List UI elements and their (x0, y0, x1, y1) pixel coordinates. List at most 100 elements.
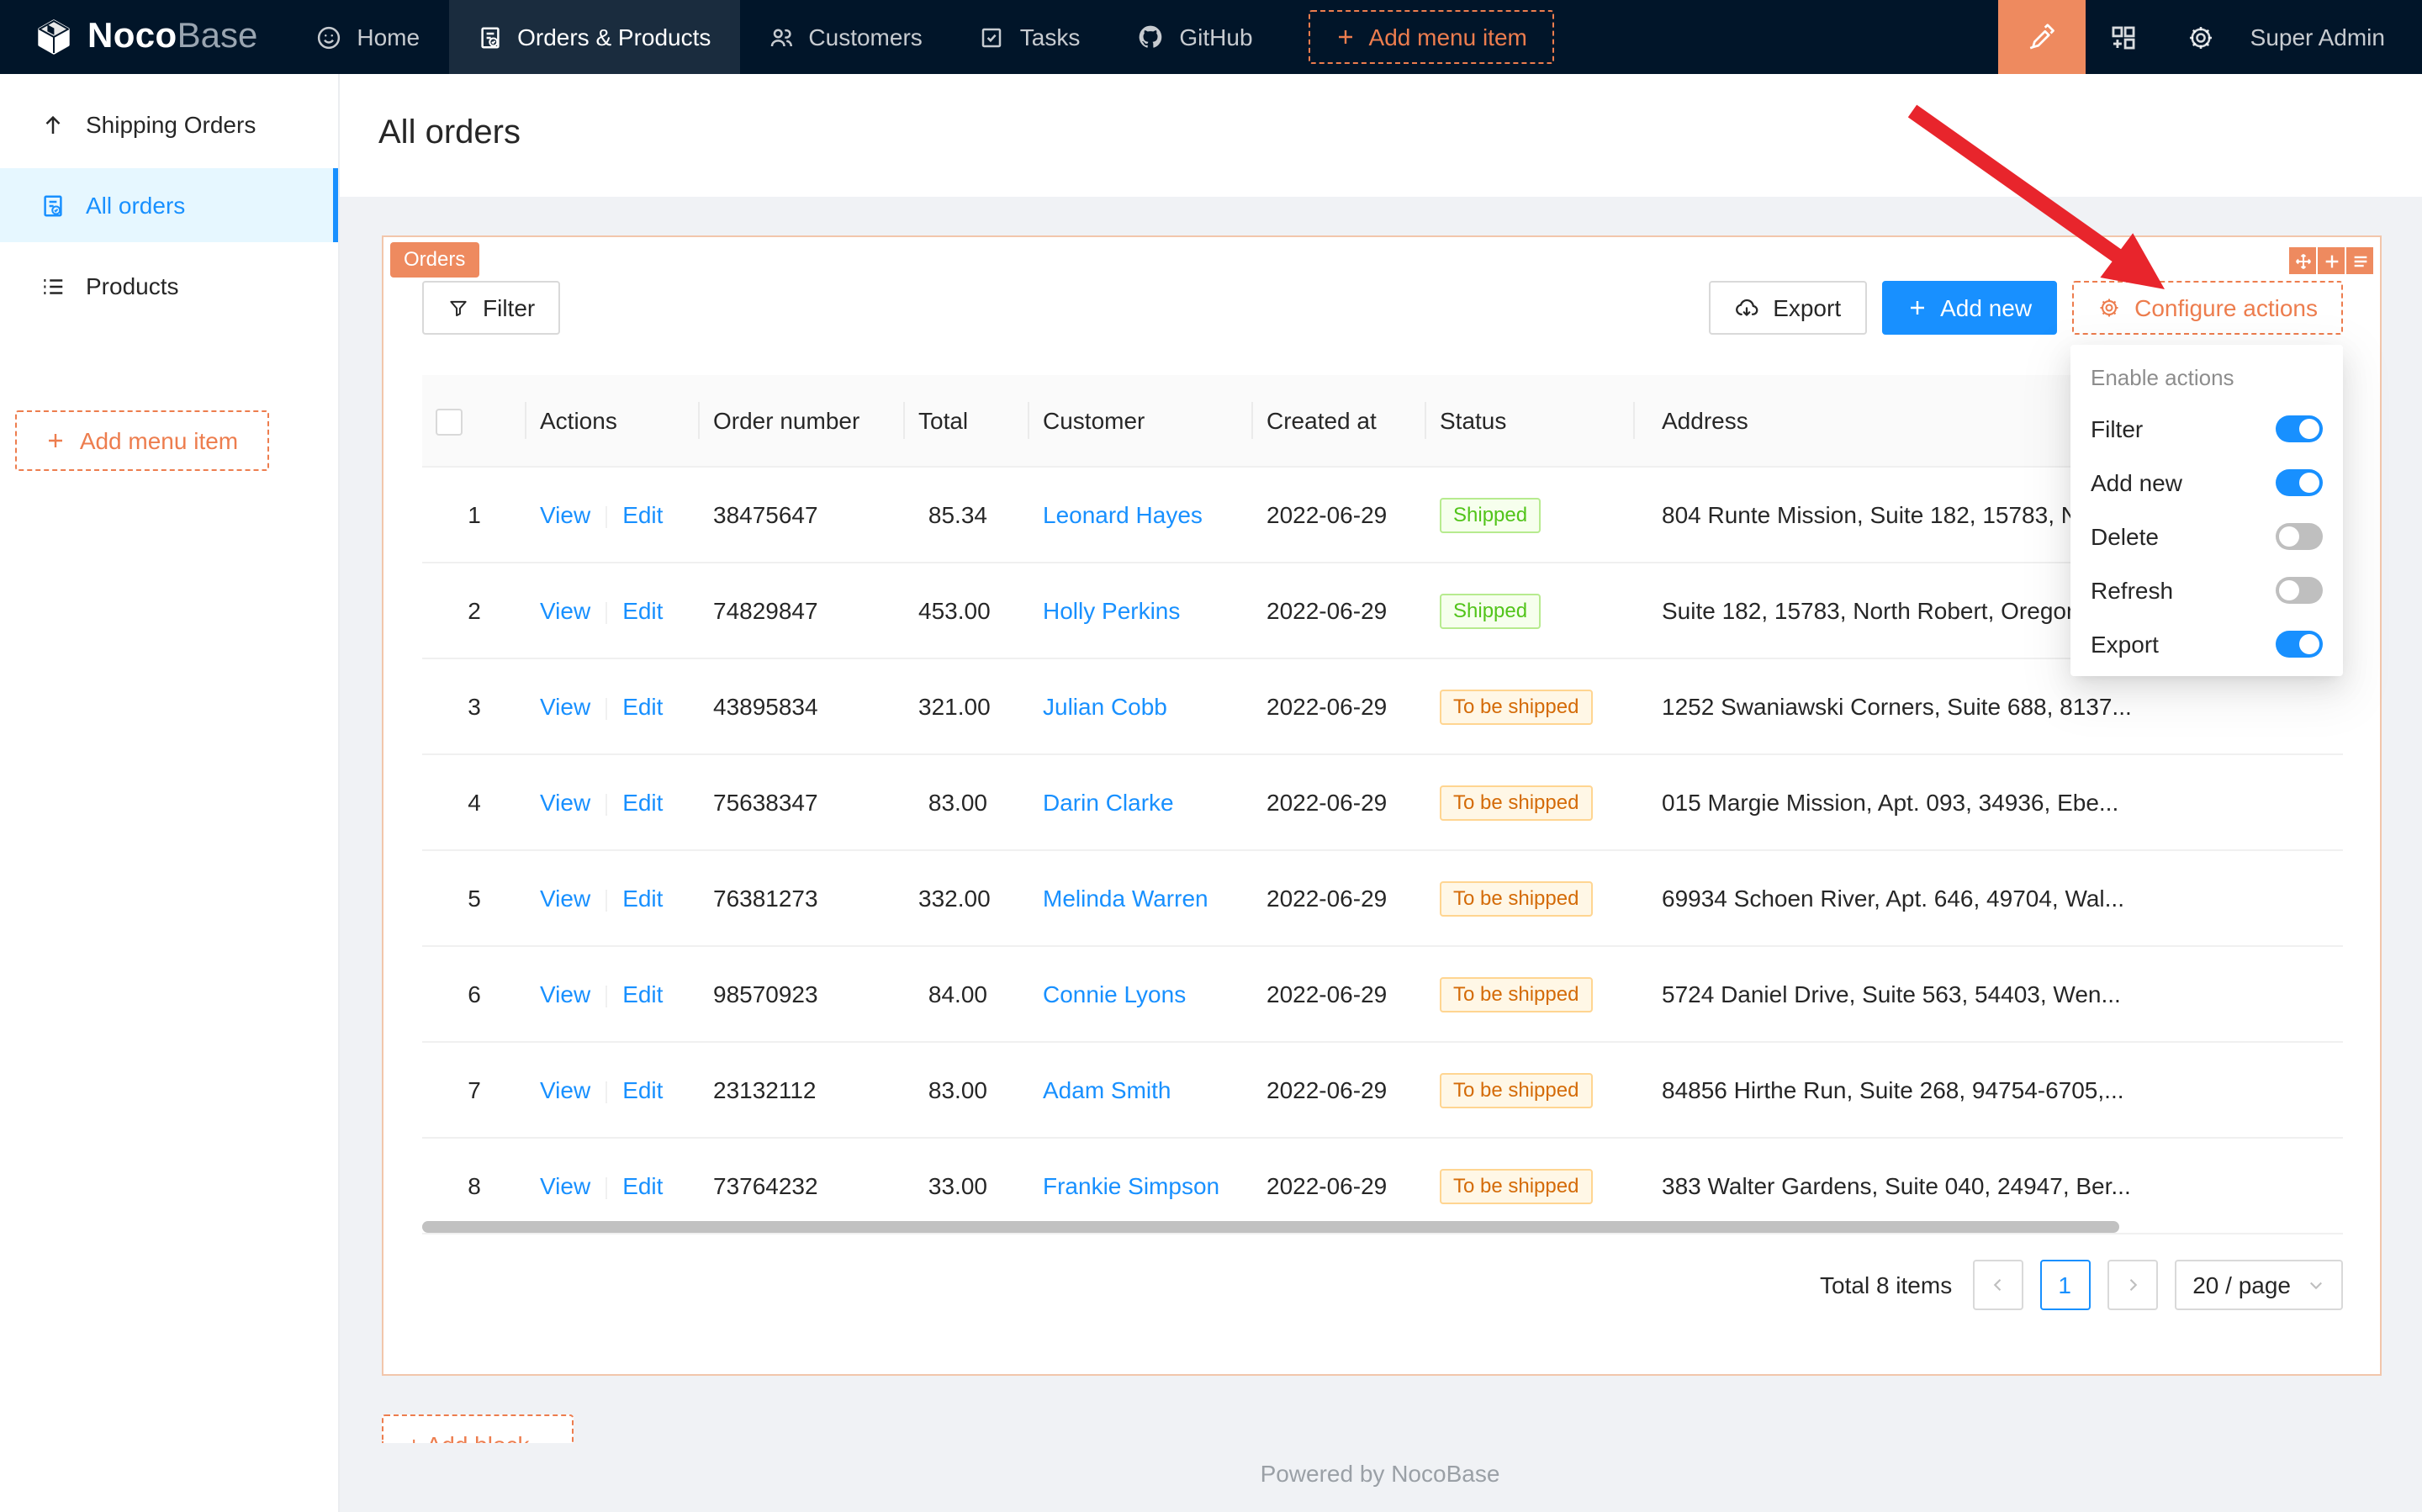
row-index[interactable]: 8 (422, 1138, 526, 1234)
sidebar-item-label: Products (86, 272, 179, 299)
tab-github[interactable]: GitHub (1108, 0, 1281, 74)
view-link[interactable]: View (540, 789, 591, 816)
dropdown-item-refresh[interactable]: Refresh (2070, 563, 2343, 617)
chevron-down-icon (2308, 1277, 2324, 1293)
edit-link[interactable]: Edit (622, 1076, 664, 1103)
configure-actions-button[interactable]: Configure actions (2072, 281, 2343, 335)
enable-actions-dropdown: Enable actions Filter Add new Delete Ref… (2070, 345, 2343, 676)
delete-toggle[interactable] (2276, 523, 2323, 550)
cell-status: To be shipped (1426, 946, 1635, 1043)
settings-button[interactable] (2163, 0, 2240, 74)
tab-orders-products[interactable]: Orders & Products (448, 0, 740, 74)
dropdown-item-add-new[interactable]: Add new (2070, 456, 2343, 510)
view-link[interactable]: View (540, 1172, 591, 1199)
row-index[interactable]: 7 (422, 1042, 526, 1139)
add-block-button[interactable]: + Add block (382, 1414, 574, 1443)
dropdown-item-export[interactable]: Export (2070, 617, 2343, 671)
customer-link[interactable]: Holly Perkins (1043, 597, 1181, 624)
customer-link[interactable]: Darin Clarke (1043, 789, 1174, 816)
customer-link[interactable]: Connie Lyons (1043, 981, 1187, 1007)
table-header-row: Actions Order number Total Customer Crea… (422, 375, 2343, 468)
row-index[interactable]: 4 (422, 754, 526, 851)
add-icon[interactable] (2318, 247, 2345, 274)
view-link[interactable]: View (540, 885, 591, 912)
page-size-select[interactable]: 20 / page (2174, 1260, 2343, 1310)
refresh-toggle[interactable] (2276, 577, 2323, 604)
cell-customer: Darin Clarke (1029, 754, 1253, 851)
edit-link[interactable]: Edit (622, 501, 664, 528)
select-all-header (422, 375, 526, 468)
export-button[interactable]: Export (1709, 281, 1867, 335)
add-new-button[interactable]: Add new (1881, 281, 2058, 335)
dropdown-item-filter[interactable]: Filter (2070, 402, 2343, 456)
customer-link[interactable]: Leonard Hayes (1043, 501, 1203, 528)
cell-created-at: 2022-06-29 (1253, 563, 1426, 659)
cell-total: 85.34 (905, 467, 1029, 563)
dropdown-item-label: Delete (2091, 523, 2159, 550)
view-link[interactable]: View (540, 693, 591, 720)
view-link[interactable]: View (540, 1076, 591, 1103)
edit-link[interactable]: Edit (622, 597, 664, 624)
prev-page-button[interactable] (1972, 1260, 2023, 1310)
edit-link[interactable]: Edit (622, 693, 664, 720)
sidebar-item-all-orders[interactable]: All orders (0, 168, 338, 242)
export-toggle[interactable] (2276, 631, 2323, 658)
horizontal-scrollbar[interactable] (422, 1221, 2119, 1233)
status-badge: To be shipped (1440, 976, 1593, 1012)
edit-link[interactable]: Edit (622, 1172, 664, 1199)
view-link[interactable]: View (540, 597, 591, 624)
sidebar-add-menu-item-button[interactable]: Add menu item (15, 410, 269, 471)
dropdown-title: Enable actions (2091, 365, 2234, 390)
divider (606, 985, 608, 1007)
divider (606, 601, 608, 624)
row-index[interactable]: 1 (422, 467, 526, 563)
plugin-manager-button[interactable] (2086, 0, 2163, 74)
menu-icon[interactable] (2346, 247, 2373, 274)
divider (606, 697, 608, 720)
select-all-checkbox[interactable] (436, 408, 463, 436)
add-new-toggle[interactable] (2276, 469, 2323, 496)
filter-button[interactable]: Filter (422, 281, 561, 335)
row-actions: View Edit (526, 754, 700, 851)
page-header: All orders (338, 74, 2422, 197)
customer-link[interactable]: Melinda Warren (1043, 885, 1208, 912)
column-header-order-number: Order number (700, 375, 905, 468)
tab-home[interactable]: Home (288, 0, 448, 74)
brand-bold: Noco (87, 17, 177, 56)
tab-tasks[interactable]: Tasks (951, 0, 1109, 74)
cell-status: Shipped (1426, 467, 1635, 563)
sidebar-item-products[interactable]: Products (0, 249, 338, 323)
edit-link[interactable]: Edit (622, 981, 664, 1007)
next-page-button[interactable] (2107, 1260, 2158, 1310)
topbar-add-menu-item-button[interactable]: Add menu item (1308, 10, 1554, 64)
customer-link[interactable]: Adam Smith (1043, 1076, 1171, 1103)
add-menu-item-label: Add menu item (1368, 24, 1527, 50)
cell-customer: Leonard Hayes (1029, 467, 1253, 563)
edit-link[interactable]: Edit (622, 789, 664, 816)
tab-label: Orders & Products (517, 24, 711, 50)
cell-created-at: 2022-06-29 (1253, 1138, 1426, 1234)
sidebar: Shipping Orders All orders Products (0, 74, 340, 1512)
nocobase-logo[interactable]: NocoBase (0, 17, 288, 57)
view-link[interactable]: View (540, 981, 591, 1007)
customer-link[interactable]: Frankie Simpson (1043, 1172, 1220, 1199)
orders-table: Actions Order number Total Customer Crea… (422, 375, 2343, 1234)
row-index[interactable]: 2 (422, 563, 526, 659)
ui-editor-button[interactable] (1997, 0, 2086, 74)
tab-customers[interactable]: Customers (739, 0, 950, 74)
row-index[interactable]: 3 (422, 658, 526, 755)
customer-link[interactable]: Julian Cobb (1043, 693, 1167, 720)
filter-toggle[interactable] (2276, 415, 2323, 442)
cell-address: 015 Margie Mission, Apt. 093, 34936, Ebe… (1635, 754, 2343, 851)
cell-order-number: 73764232 (700, 1138, 905, 1234)
view-link[interactable]: View (540, 501, 591, 528)
powered-by-footer: Powered by NocoBase (1260, 1460, 1500, 1487)
dropdown-item-delete[interactable]: Delete (2070, 510, 2343, 563)
user-menu[interactable]: Super Admin (2250, 24, 2385, 50)
row-index[interactable]: 6 (422, 946, 526, 1043)
row-index[interactable]: 5 (422, 850, 526, 947)
sidebar-item-shipping-orders[interactable]: Shipping Orders (0, 87, 338, 161)
edit-link[interactable]: Edit (622, 885, 664, 912)
drag-handle-icon[interactable] (2289, 247, 2316, 274)
page-number-button[interactable]: 1 (2039, 1260, 2091, 1310)
